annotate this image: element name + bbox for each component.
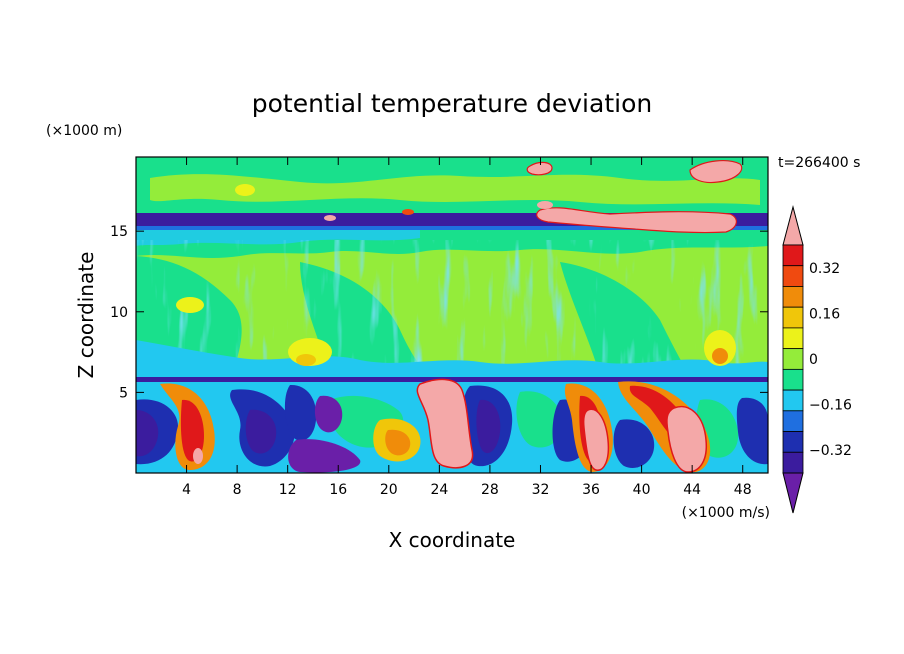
x-tick-label: 44 bbox=[683, 482, 701, 498]
field-warm-blob bbox=[402, 209, 414, 215]
field-cyan-lower bbox=[136, 340, 768, 380]
x-axis: 4 8 12 16 20 24 28 32 36 40 44 48 bbox=[182, 157, 752, 498]
x-tick-label: 28 bbox=[481, 482, 499, 498]
field-strat-lime bbox=[150, 174, 760, 205]
colorbar-tick-label: 0 bbox=[809, 352, 818, 368]
plot-frame bbox=[135, 156, 769, 474]
x-tick-label: 36 bbox=[582, 482, 600, 498]
plot-field bbox=[136, 157, 768, 473]
colorbar-swatch bbox=[782, 286, 804, 308]
y-axis-label: Z coordinate bbox=[74, 252, 98, 379]
x-tick-label: 40 bbox=[633, 482, 651, 498]
time-label: t=266400 s bbox=[778, 155, 860, 171]
x-tick-label: 24 bbox=[430, 482, 448, 498]
colorbar-swatch bbox=[782, 389, 804, 412]
colorbar-extend-max bbox=[782, 205, 804, 246]
x-unit-label: (×1000 m/s) bbox=[682, 505, 770, 521]
field-aloft-patch bbox=[536, 207, 737, 234]
field-aloft-patch bbox=[689, 160, 743, 184]
field-aloft-patch bbox=[526, 161, 553, 176]
colorbar-tick-label: −0.32 bbox=[809, 443, 852, 459]
field-bl-cold bbox=[245, 409, 277, 454]
y-unit-label: (×1000 m) bbox=[46, 123, 122, 139]
y-tick-label: 15 bbox=[110, 224, 128, 240]
field-bl-top-band bbox=[136, 377, 768, 382]
colorbar-tick-label: −0.16 bbox=[809, 398, 852, 414]
field-bl-warm bbox=[193, 448, 203, 464]
colorbar-swatch bbox=[782, 348, 804, 370]
chart-title: potential temperature deviation bbox=[252, 89, 652, 118]
field-bl-cold bbox=[314, 395, 343, 433]
x-tick-label: 48 bbox=[734, 482, 752, 498]
field-bl-green bbox=[516, 391, 563, 448]
field-warm-blob bbox=[712, 348, 728, 364]
colorbar-extend-min bbox=[782, 472, 804, 514]
colorbar-swatch bbox=[782, 410, 804, 432]
colorbar-swatch bbox=[782, 265, 804, 287]
field-bl-cold bbox=[476, 399, 501, 454]
x-tick-label: 4 bbox=[182, 482, 191, 498]
x-tick-label: 20 bbox=[380, 482, 398, 498]
colorbar-swatch bbox=[782, 306, 804, 329]
field-bl-plume bbox=[582, 408, 610, 471]
field-bl-cold bbox=[288, 439, 361, 473]
field-tropopause-edge bbox=[136, 226, 768, 230]
field-bl-warm bbox=[385, 429, 411, 456]
x-tick-label: 8 bbox=[233, 482, 242, 498]
field-warm-blob bbox=[176, 297, 204, 313]
field-bl-plume bbox=[416, 378, 474, 469]
field-warm-blob bbox=[296, 354, 316, 366]
colorbar-swatch bbox=[782, 451, 804, 474]
colorbar-swatch bbox=[782, 431, 804, 453]
field-warm-blob bbox=[235, 184, 255, 196]
x-tick-label: 12 bbox=[279, 482, 297, 498]
x-tick-label: 16 bbox=[329, 482, 347, 498]
colorbar: 0.32 0.16 0 −0.16 −0.32 bbox=[782, 205, 852, 514]
colorbar-swatch bbox=[782, 244, 804, 267]
colorbar-tick-label: 0.16 bbox=[809, 306, 840, 322]
x-tick-label: 32 bbox=[532, 482, 550, 498]
field-aloft-patch bbox=[324, 215, 336, 221]
field-bl-plume bbox=[666, 405, 708, 473]
y-tick-label: 10 bbox=[110, 305, 128, 321]
colorbar-tick-label: 0.32 bbox=[809, 261, 840, 277]
y-tick-label: 5 bbox=[119, 385, 128, 401]
field-bl-cold bbox=[613, 419, 655, 468]
y-axis: 5 10 15 bbox=[110, 224, 768, 401]
x-axis-label: X coordinate bbox=[389, 528, 516, 552]
field-bl-cold bbox=[136, 410, 159, 457]
field-bl-cold bbox=[736, 397, 768, 465]
field-vertical-streaks bbox=[136, 240, 768, 377]
field-aloft-patch bbox=[537, 201, 553, 209]
field-bl-warm bbox=[180, 399, 204, 462]
field-bl-cold bbox=[284, 384, 317, 441]
colorbar-swatch bbox=[782, 327, 804, 350]
colorbar-swatch bbox=[782, 368, 804, 391]
